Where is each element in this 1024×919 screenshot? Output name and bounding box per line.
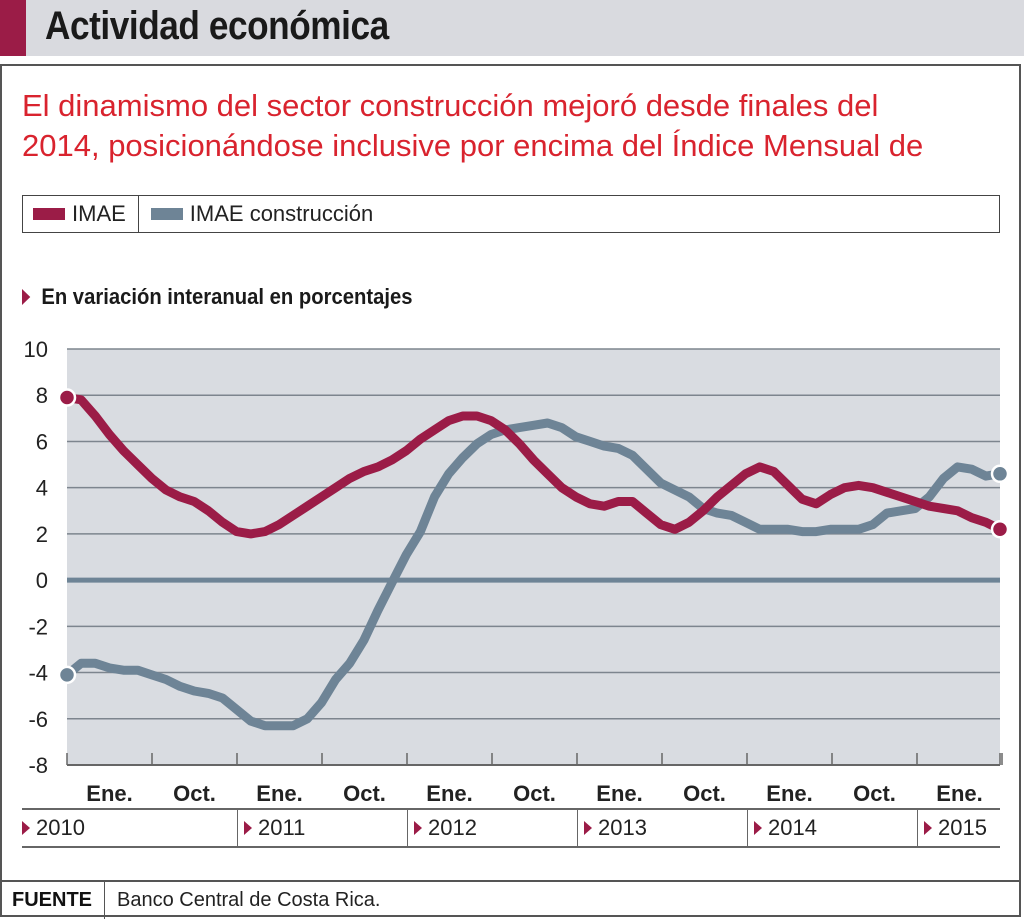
year-axis: 2010 2011 2012 2013 2014 2015: [22, 808, 1000, 848]
y-tick-label: -8: [28, 753, 48, 778]
subtitle-line-2: 2014, posicionándose inclusive por encim…: [22, 128, 924, 163]
triangle-bullet-icon: [754, 821, 762, 835]
y-tick-label: 8: [36, 383, 48, 408]
y-tick-label: 10: [24, 337, 48, 362]
source-text: Banco Central de Costa Rica.: [117, 889, 381, 911]
x-tick-label: Oct.: [683, 781, 726, 806]
series-line-imae-construccion: [62, 418, 1005, 731]
source-label: FUENTE: [0, 882, 105, 919]
x-tick-label: Ene.: [256, 781, 302, 806]
header-band: Actividad económica: [0, 0, 1024, 56]
end-point-imae-construccion: [990, 464, 1010, 484]
page-title: Actividad económica: [45, 4, 389, 48]
triangle-bullet-icon: [584, 821, 592, 835]
unit-label: En variación interanual en porcentajes: [22, 284, 413, 310]
source-footer: FUENTE Banco Central de Costa Rica.: [0, 880, 1021, 919]
x-tick-label: Oct.: [853, 781, 896, 806]
y-tick-label: -6: [28, 707, 48, 732]
triangle-bullet-icon: [244, 821, 252, 835]
y-tick-label: 6: [36, 429, 48, 454]
end-point-imae: [990, 520, 1010, 539]
year-label-2013: 2013: [577, 810, 747, 846]
y-tick-label: -4: [28, 661, 48, 686]
legend-label-imae-construccion: IMAE construcción: [189, 201, 374, 226]
chart-subtitle: El dinamismo del sector construcción mej…: [22, 86, 1012, 166]
triangle-bullet-icon: [414, 821, 422, 835]
y-tick-label: 2: [36, 522, 48, 547]
x-tick-label: Ene.: [936, 781, 982, 806]
y-tick-label: -2: [28, 614, 48, 639]
start-point-imae: [57, 388, 77, 407]
x-tick-label: Ene.: [426, 781, 472, 806]
year-label-2010: 2010: [22, 810, 237, 846]
triangle-bullet-icon: [924, 821, 932, 835]
legend-swatch-imae-construccion: [150, 208, 183, 220]
year-label-2012: 2012: [407, 810, 577, 846]
year-label-2011: 2011: [237, 810, 407, 846]
x-tick-label: Ene.: [766, 781, 812, 806]
legend-swatch-imae: [33, 208, 65, 220]
start-point-imae-construccion: [57, 665, 77, 685]
series-line-imae: [62, 393, 1005, 539]
year-label-2014: 2014: [747, 810, 917, 846]
triangle-bullet-icon: [22, 289, 31, 305]
unit-label-text: En variación interanual en porcentajes: [41, 284, 413, 309]
subtitle-line-1: El dinamismo del sector construcción mej…: [22, 88, 879, 123]
y-tick-label: 0: [36, 568, 48, 593]
line-chart: 10 8 6 4 2 0 -2 -4 -6 -8 Ene. Oct. Ene. Oct. Ene. Oct. E…: [24, 337, 1010, 806]
x-tick-label: Oct.: [173, 781, 216, 806]
chart-frame: [0, 64, 1021, 917]
y-tick-label: 4: [36, 476, 48, 501]
plot-background: [67, 349, 1000, 765]
x-tick-label: Oct.: [343, 781, 386, 806]
year-label-2015: 2015: [917, 810, 1000, 846]
legend-label-imae: IMAE: [72, 201, 126, 226]
x-tick-label: Oct.: [513, 781, 556, 806]
legend-item-imae-construccion: IMAE construcción: [139, 196, 373, 232]
x-tick-label: Ene.: [86, 781, 132, 806]
x-tick-label: Ene.: [596, 781, 642, 806]
header-accent-bar: [0, 0, 26, 56]
legend-item-imae: IMAE: [23, 196, 139, 232]
chart-legend: IMAE IMAE construcción: [22, 195, 1000, 233]
triangle-bullet-icon: [22, 821, 30, 835]
